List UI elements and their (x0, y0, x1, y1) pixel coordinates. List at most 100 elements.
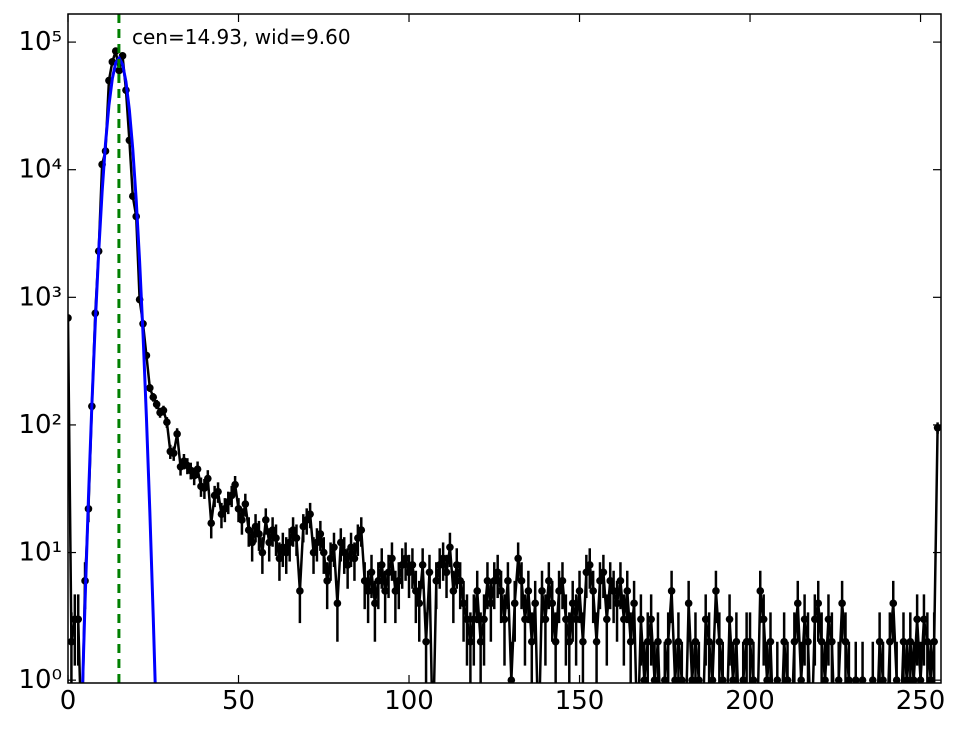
data-point (251, 522, 260, 531)
data-point (609, 587, 618, 595)
annotation: cen=14.93, wid=9.60 (132, 25, 351, 49)
x-tick-label: 0 (60, 686, 77, 716)
data-point (221, 505, 229, 513)
data-point (868, 676, 877, 683)
data-point (701, 615, 710, 624)
data-point (258, 548, 267, 557)
data-point (531, 599, 539, 608)
x-tick-label: 250 (896, 686, 946, 716)
data-point (163, 418, 171, 427)
data-point (459, 599, 468, 608)
data-point (930, 637, 938, 646)
data-point (664, 637, 672, 646)
data-point (401, 554, 410, 563)
data-point (238, 516, 246, 524)
y-tick-label: 10⁰ (18, 665, 62, 695)
data-point (926, 676, 935, 683)
data-point (408, 561, 417, 569)
data-point (838, 599, 846, 608)
data-point (319, 548, 328, 557)
data-point (541, 615, 550, 624)
data-point (159, 406, 168, 415)
data-point (377, 561, 386, 569)
data-point (326, 554, 335, 563)
data-point (592, 637, 601, 646)
data-point (568, 599, 577, 608)
data-point (548, 599, 557, 608)
data-point (684, 599, 693, 608)
data-point (643, 637, 652, 646)
data-point (811, 615, 819, 624)
data-point (524, 587, 533, 595)
y-tick-label: 10³ (18, 282, 62, 312)
data-point (582, 568, 591, 577)
data-point (470, 615, 478, 624)
data-point (906, 637, 915, 646)
data-point (244, 526, 253, 534)
data-point (463, 615, 471, 624)
data-point (193, 465, 202, 473)
fit-curve (81, 55, 157, 683)
data-point (756, 587, 765, 595)
data-point (804, 637, 812, 646)
data-point (783, 676, 792, 683)
data-point (360, 577, 369, 585)
data-point (521, 615, 529, 624)
data-point (712, 587, 720, 595)
data-point (814, 599, 823, 608)
data-point (473, 587, 482, 595)
data-point (749, 676, 758, 683)
x-tick-label: 150 (555, 686, 605, 716)
data-point (272, 534, 280, 542)
data-point (834, 676, 843, 683)
data-point (899, 637, 908, 646)
data-point (337, 538, 345, 547)
data-point (446, 543, 454, 552)
data-point (729, 676, 737, 683)
data-point (296, 587, 304, 595)
data-point (224, 497, 233, 506)
data-point (903, 676, 911, 683)
data-point (323, 577, 331, 585)
y-tick-label: 10⁴ (18, 155, 62, 185)
data-point (330, 543, 338, 552)
data-point (255, 530, 263, 538)
data-point (691, 637, 700, 646)
data-point (456, 577, 464, 585)
data-point (616, 577, 625, 585)
data-point (909, 676, 918, 683)
data-point (599, 568, 608, 577)
data-point (759, 615, 768, 624)
data-point (442, 568, 451, 577)
data-point (309, 548, 318, 557)
data-point (316, 530, 325, 538)
data-point (152, 400, 161, 409)
data-point (763, 676, 771, 683)
data-point (828, 637, 836, 646)
data-point (739, 676, 748, 683)
data-point (695, 676, 703, 683)
data-point (302, 516, 311, 524)
data-point (476, 637, 485, 646)
data-point (190, 471, 198, 480)
data-point (347, 543, 355, 552)
data-point (708, 676, 717, 683)
data-point (384, 568, 393, 577)
data-point (674, 637, 683, 646)
data-point (480, 615, 488, 624)
data-point (879, 676, 887, 683)
data-point (313, 538, 321, 547)
data-point (933, 423, 941, 432)
y-tick-label: 10⁵ (18, 27, 62, 57)
data-point (572, 615, 580, 624)
data-point (74, 615, 83, 624)
data-point (793, 599, 802, 608)
y-tick-label: 10² (18, 410, 62, 440)
data-point (207, 519, 216, 527)
data-point (374, 577, 383, 585)
data-point (630, 599, 638, 608)
data-point (790, 637, 799, 646)
data-point (333, 599, 342, 608)
data-point (497, 587, 505, 595)
